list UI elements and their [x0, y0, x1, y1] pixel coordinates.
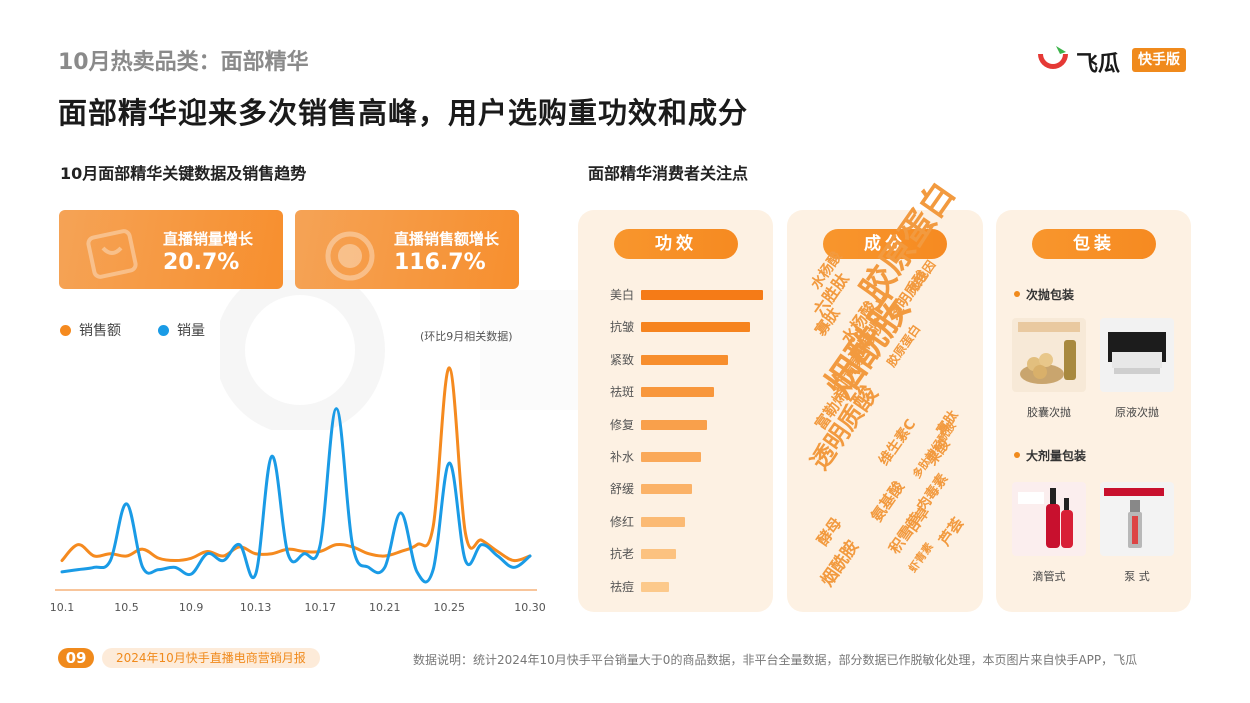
bar-row: 祛痘 [578, 579, 773, 595]
bar [641, 290, 763, 300]
legend-item-volume: 销量 [158, 320, 205, 340]
capsule-product-icon [1018, 322, 1080, 384]
x-tick-label: 10.25 [434, 601, 466, 614]
bar-label: 抗老 [609, 547, 634, 562]
kpi-label: 直播销量增长 [163, 230, 254, 248]
ampoule-product-icon [1108, 332, 1166, 374]
cloud-word: 虾青素 [906, 540, 936, 575]
x-tick-label: 10.17 [304, 601, 336, 614]
page-number: 09 [58, 648, 94, 668]
shopping-bag-icon [86, 229, 138, 279]
page-supertitle: 10月热卖品类：面部精华 [58, 50, 309, 75]
pkg-group-title: 次抛包装 [1014, 286, 1074, 303]
bullet-dot [1014, 452, 1020, 458]
product-image-pump [1100, 482, 1174, 556]
series-line-volume [60, 407, 532, 584]
bar-label: 紧致 [609, 352, 634, 367]
legend-dot [158, 325, 169, 336]
efficacy-panel: 功效 美白抗皱紧致祛斑修复补水舒缓修红抗老祛痘 [578, 210, 773, 612]
bar-row: 紧致 [578, 352, 773, 368]
packaging-title: 包装 [1032, 229, 1156, 259]
series-line-revenue [60, 366, 532, 563]
bar [641, 322, 750, 333]
bar-row: 抗皱 [578, 319, 773, 335]
pkg-group-title: 大剂量包装 [1014, 447, 1086, 464]
cloud-word: 维生素C [876, 416, 920, 469]
bar-row: 抗老 [578, 546, 773, 562]
kpi-value: 116.7% [394, 250, 486, 275]
pkg-caption: 胶囊次抛 [1027, 406, 1071, 419]
bar [641, 484, 693, 495]
x-tick-label: 10.30 [514, 601, 546, 614]
pkg-caption: 泵 式 [1124, 570, 1150, 583]
chart-note: (环比9月相关数据) [420, 330, 513, 343]
product-image-dropper [1012, 482, 1086, 556]
bar [641, 549, 677, 560]
brand-logo: 飞瓜 快手版 [1036, 44, 1196, 77]
kpi-label: 直播销售额增长 [394, 230, 500, 248]
logo-badge: 快手版 [1132, 48, 1186, 72]
left-section-title: 10月面部精华关键数据及销售趋势 [60, 164, 307, 183]
report-name: 2024年10月快手直播电商营销月报 [102, 648, 320, 668]
pkg-group-label: 次抛包装 [1026, 288, 1075, 302]
legend-label: 销售额 [79, 323, 121, 339]
x-tick-label: 10.13 [240, 601, 272, 614]
kpi-value: 20.7% [163, 250, 240, 275]
packaging-panel: 包装 次抛包装 胶囊次抛 原液次抛 大剂量包装 [996, 210, 1191, 612]
cloud-word: 氨基酸 [867, 477, 908, 526]
bar-label: 舒缓 [609, 482, 634, 497]
watermelon-logo-icon [1038, 46, 1068, 69]
pkg-caption: 原液次抛 [1115, 406, 1159, 419]
ingredients-panel: 成分 胶原蛋白 烟酰胺 透明质酸 水杨酸 六胜肽 寡肽 水杨酸 油橄榄 虾青素 富勒烯 玻色因 透明质… [787, 175, 983, 612]
bar [641, 387, 715, 398]
bar [641, 354, 728, 365]
bar-label: 祛痘 [609, 579, 634, 594]
bar [641, 516, 685, 527]
pkg-caption: 滴管式 [1032, 570, 1066, 583]
pump-product-icon [1104, 488, 1164, 548]
bar-row: 祛斑 [578, 384, 773, 400]
coin-icon [325, 231, 375, 281]
legend-label: 销量 [177, 323, 205, 339]
bar-label: 修红 [609, 514, 634, 529]
data-note: 数据说明：统计2024年10月快手平台销量大于0的商品数据，非平台全量数据，部分… [413, 653, 1138, 667]
kpi-card-revenue: 直播销售额增长 116.7% [295, 210, 519, 289]
bar-label: 补水 [609, 450, 634, 464]
bar-row: 修复 [578, 417, 773, 433]
legend-dot [60, 325, 71, 336]
pkg-group-label: 大剂量包装 [1026, 449, 1087, 463]
ingredients-title: 成分 [823, 229, 947, 259]
bar [641, 581, 670, 592]
right-section-title: 面部精华消费者关注点 [588, 164, 749, 183]
cloud-word: 芦荟 [935, 514, 968, 550]
kpi-card-volume: 直播销量增长 20.7% [59, 210, 283, 289]
bar-label: 美白 [609, 288, 634, 302]
bullet-dot [1014, 291, 1020, 297]
bar-label: 祛斑 [609, 385, 634, 400]
x-tick-label: 10.1 [50, 601, 75, 614]
bar-label: 修复 [609, 417, 634, 432]
x-tick-label: 10.9 [179, 601, 204, 614]
cloud-word: 酵母 [813, 514, 846, 550]
x-tick-label: 10.5 [114, 601, 139, 614]
bar [641, 452, 701, 462]
legend-item-revenue: 销售额 [60, 320, 121, 340]
product-image-ampoule [1100, 318, 1174, 392]
bar-row: 修红 [578, 514, 773, 530]
efficacy-title: 功效 [614, 229, 738, 259]
bar-label: 抗皱 [609, 320, 634, 335]
logo-name: 飞瓜 [1076, 52, 1121, 77]
bar-row: 补水 [578, 449, 773, 465]
x-tick-label: 10.21 [369, 601, 401, 614]
bar-row: 舒缓 [578, 481, 773, 497]
bar [641, 419, 707, 430]
bar-row: 美白 [578, 287, 773, 303]
dropper-product-icon [1018, 488, 1073, 548]
product-image-capsule [1012, 318, 1086, 392]
page-title: 面部精华迎来多次销售高峰，用户选购重功效和成分 [58, 96, 749, 130]
